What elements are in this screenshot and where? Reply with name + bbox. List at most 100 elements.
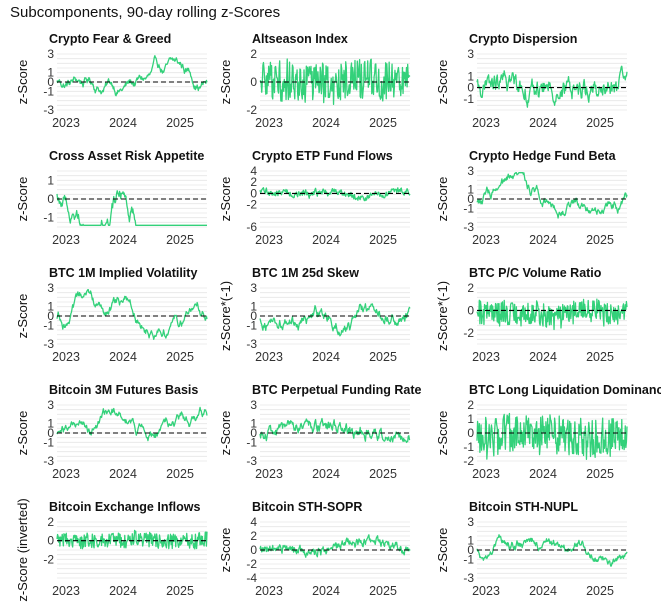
y-axis-label: z-Score [15, 177, 30, 222]
chart-title: BTC Long Liquidation Dominance [469, 383, 661, 397]
y-tick-label: -1 [463, 92, 474, 106]
series-line [476, 172, 628, 219]
chart-panel-9: BTC P/C Volume Ratio z-Score*(-1) 2 0 -2 2023… [435, 266, 628, 364]
y-axis-label: z-Score (inverted) [15, 498, 30, 601]
y-tick-label: -2 [246, 198, 257, 212]
y-tick-label: 1 [467, 534, 474, 548]
x-tick-label: 2024 [312, 116, 340, 130]
y-tick-label: 1 [467, 69, 474, 83]
y-tick-label: -1 [463, 201, 474, 215]
y-tick-label: -1 [43, 435, 54, 449]
y-tick-label: -3 [43, 337, 54, 351]
x-tick-label: 2025 [369, 350, 397, 364]
y-tick-label: -3 [246, 454, 257, 468]
series-line [476, 65, 628, 108]
x-tick-label: 2023 [472, 116, 500, 130]
x-tick-label: 2025 [166, 233, 194, 247]
y-tick-label: -1 [43, 84, 54, 98]
y-tick-label: 0 [467, 192, 474, 206]
chart-title: Bitcoin STH-SOPR [252, 500, 362, 514]
x-tick-label: 2024 [109, 116, 137, 130]
x-tick-label: 2024 [109, 233, 137, 247]
chart-title: Bitcoin Exchange Inflows [49, 500, 200, 514]
x-tick-label: 2025 [166, 584, 194, 598]
y-tick-label: 3 [250, 398, 257, 412]
series-line [56, 190, 208, 226]
chart-panel-6: Crypto Hedge Fund Beta z-Score 3 10-1 -32023… [435, 149, 628, 247]
chart-title: Bitcoin 3M Futures Basis [49, 383, 198, 397]
page-title: Subcomponents, 90-day rolling z-Scores [10, 4, 281, 21]
x-tick-label: 2023 [52, 350, 80, 364]
x-tick-label: 2023 [255, 233, 283, 247]
series-line [259, 58, 411, 106]
x-tick-label: 2025 [166, 350, 194, 364]
chart-panel-12: BTC Long Liquidation Dominance z-Score 210… [435, 383, 661, 481]
y-axis-label: z-Score*(-1) [435, 281, 450, 351]
x-tick-label: 2023 [52, 233, 80, 247]
series-line [56, 289, 208, 341]
y-tick-label: 1 [47, 417, 54, 431]
y-tick-label: -1 [246, 318, 257, 332]
x-tick-label: 2024 [529, 116, 557, 130]
chart-panel-13: Bitcoin Exchange Inflows z-Score (inverte… [15, 498, 208, 602]
chart-title: Crypto Fear & Greed [49, 32, 171, 46]
x-tick-label: 2025 [586, 467, 614, 481]
y-tick-label: 0 [47, 192, 54, 206]
chart-title: BTC 1M 25d Skew [252, 266, 359, 280]
y-tick-label: -2 [463, 454, 474, 468]
chart-title: Altseason Index [252, 32, 348, 46]
y-tick-label: 1 [467, 183, 474, 197]
series-line [259, 417, 411, 444]
y-tick-label: 0 [47, 534, 54, 548]
x-tick-label: 2023 [52, 116, 80, 130]
x-tick-label: 2023 [472, 350, 500, 364]
y-tick-label: 0 [467, 303, 474, 317]
y-tick-label: -3 [43, 454, 54, 468]
y-tick-label: 0 [47, 309, 54, 323]
y-axis-label: z-Score [218, 411, 233, 456]
y-tick-label: -3 [463, 220, 474, 234]
x-tick-label: 2024 [529, 233, 557, 247]
y-tick-label: 2 [467, 281, 474, 295]
chart-panel-10: Bitcoin 3M Futures Basisz-Score310-1-320… [15, 383, 208, 481]
x-tick-label: 2025 [369, 584, 397, 598]
y-axis-label: z-Score [435, 411, 450, 456]
y-tick-label: 0 [250, 426, 257, 440]
x-tick-label: 2024 [109, 584, 137, 598]
y-axis-label: z-Score [435, 528, 450, 573]
y-axis-label: z-Score [218, 177, 233, 222]
y-tick-label: -3 [43, 103, 54, 117]
chart-panel-3: Crypto Dispersion z-Score 3 10-1 2023 2024 202… [435, 32, 628, 130]
y-tick-label: -4 [246, 571, 257, 585]
chart-title: Cross Asset Risk Appetite [49, 149, 204, 163]
chart-title: BTC Perpetual Funding Rate [252, 383, 422, 397]
y-axis-label: z-Score [15, 411, 30, 456]
y-axis-label: z-Score*(-1) [218, 281, 233, 351]
y-axis-label: z-Score [15, 294, 30, 339]
chart-title: Crypto Dispersion [469, 32, 577, 46]
y-tick-label: 0 [250, 543, 257, 557]
chart-panel-7: BTC 1M Implied Volatilityz-Score310-1-32… [15, 266, 208, 364]
y-tick-label: 3 [47, 281, 54, 295]
x-tick-label: 2025 [586, 116, 614, 130]
series-line [476, 412, 628, 460]
y-tick-label: -1 [43, 318, 54, 332]
y-tick-label: 2 [250, 47, 257, 61]
y-tick-label: 0 [47, 75, 54, 89]
y-axis-label: z-Score [218, 528, 233, 573]
x-tick-label: 2025 [586, 350, 614, 364]
x-tick-label: 2023 [472, 233, 500, 247]
y-tick-label: 1 [250, 300, 257, 314]
y-tick-label: 3 [47, 398, 54, 412]
series-line [476, 534, 628, 567]
y-tick-label: 0 [250, 75, 257, 89]
x-tick-label: 2023 [255, 584, 283, 598]
y-tick-label: 2 [250, 175, 257, 189]
y-tick-label: -2 [43, 552, 54, 566]
y-tick-label: -1 [246, 435, 257, 449]
